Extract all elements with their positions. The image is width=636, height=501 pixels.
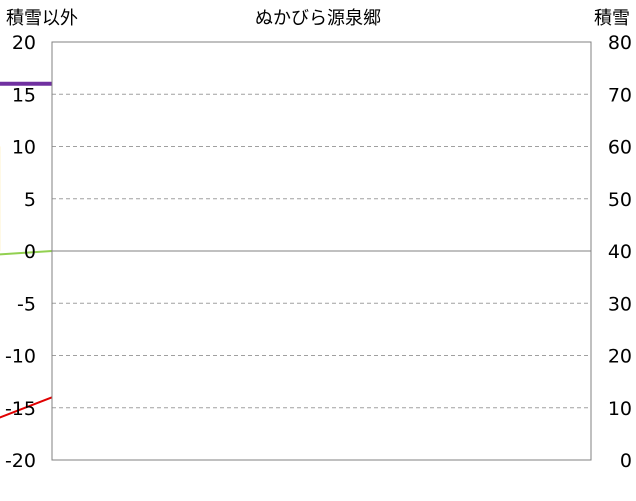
y-left-tick-label: -20 <box>5 450 36 472</box>
y-right-tick-label: 80 <box>608 32 632 54</box>
y-left-tick-label: 15 <box>12 84 36 106</box>
y-right-tick-label: 0 <box>620 450 632 472</box>
y-axis-left: 20 15 10 5 0 -5 -10 -15 -20 <box>5 32 36 472</box>
y-left-tick-label: 20 <box>12 32 36 54</box>
y-left-tick-label: 10 <box>12 137 36 159</box>
chart-title: ぬかびら源泉郷 <box>255 8 381 29</box>
y-axis-right: 80 70 60 50 40 30 20 10 0 <box>608 32 632 472</box>
y-left-title: 積雪以外 <box>6 8 78 29</box>
y-right-tick-label: 30 <box>608 293 632 315</box>
y-left-tick-label: -10 <box>5 346 36 368</box>
y-left-tick-label: 0 <box>24 241 36 263</box>
y-right-tick-label: 70 <box>608 84 632 106</box>
y-left-tick-label: 5 <box>24 189 36 211</box>
y-right-tick-label: 10 <box>608 398 632 420</box>
y-right-tick-label: 20 <box>608 346 632 368</box>
y-right-tick-label: 60 <box>608 137 632 159</box>
y-right-tick-label: 40 <box>608 241 632 263</box>
plot-frame <box>51 41 592 461</box>
y-right-tick-label: 50 <box>608 189 632 211</box>
y-left-tick-label: -5 <box>17 293 36 315</box>
y-right-title: 積雪 <box>594 8 630 29</box>
y-left-tick-label: -15 <box>5 398 36 420</box>
